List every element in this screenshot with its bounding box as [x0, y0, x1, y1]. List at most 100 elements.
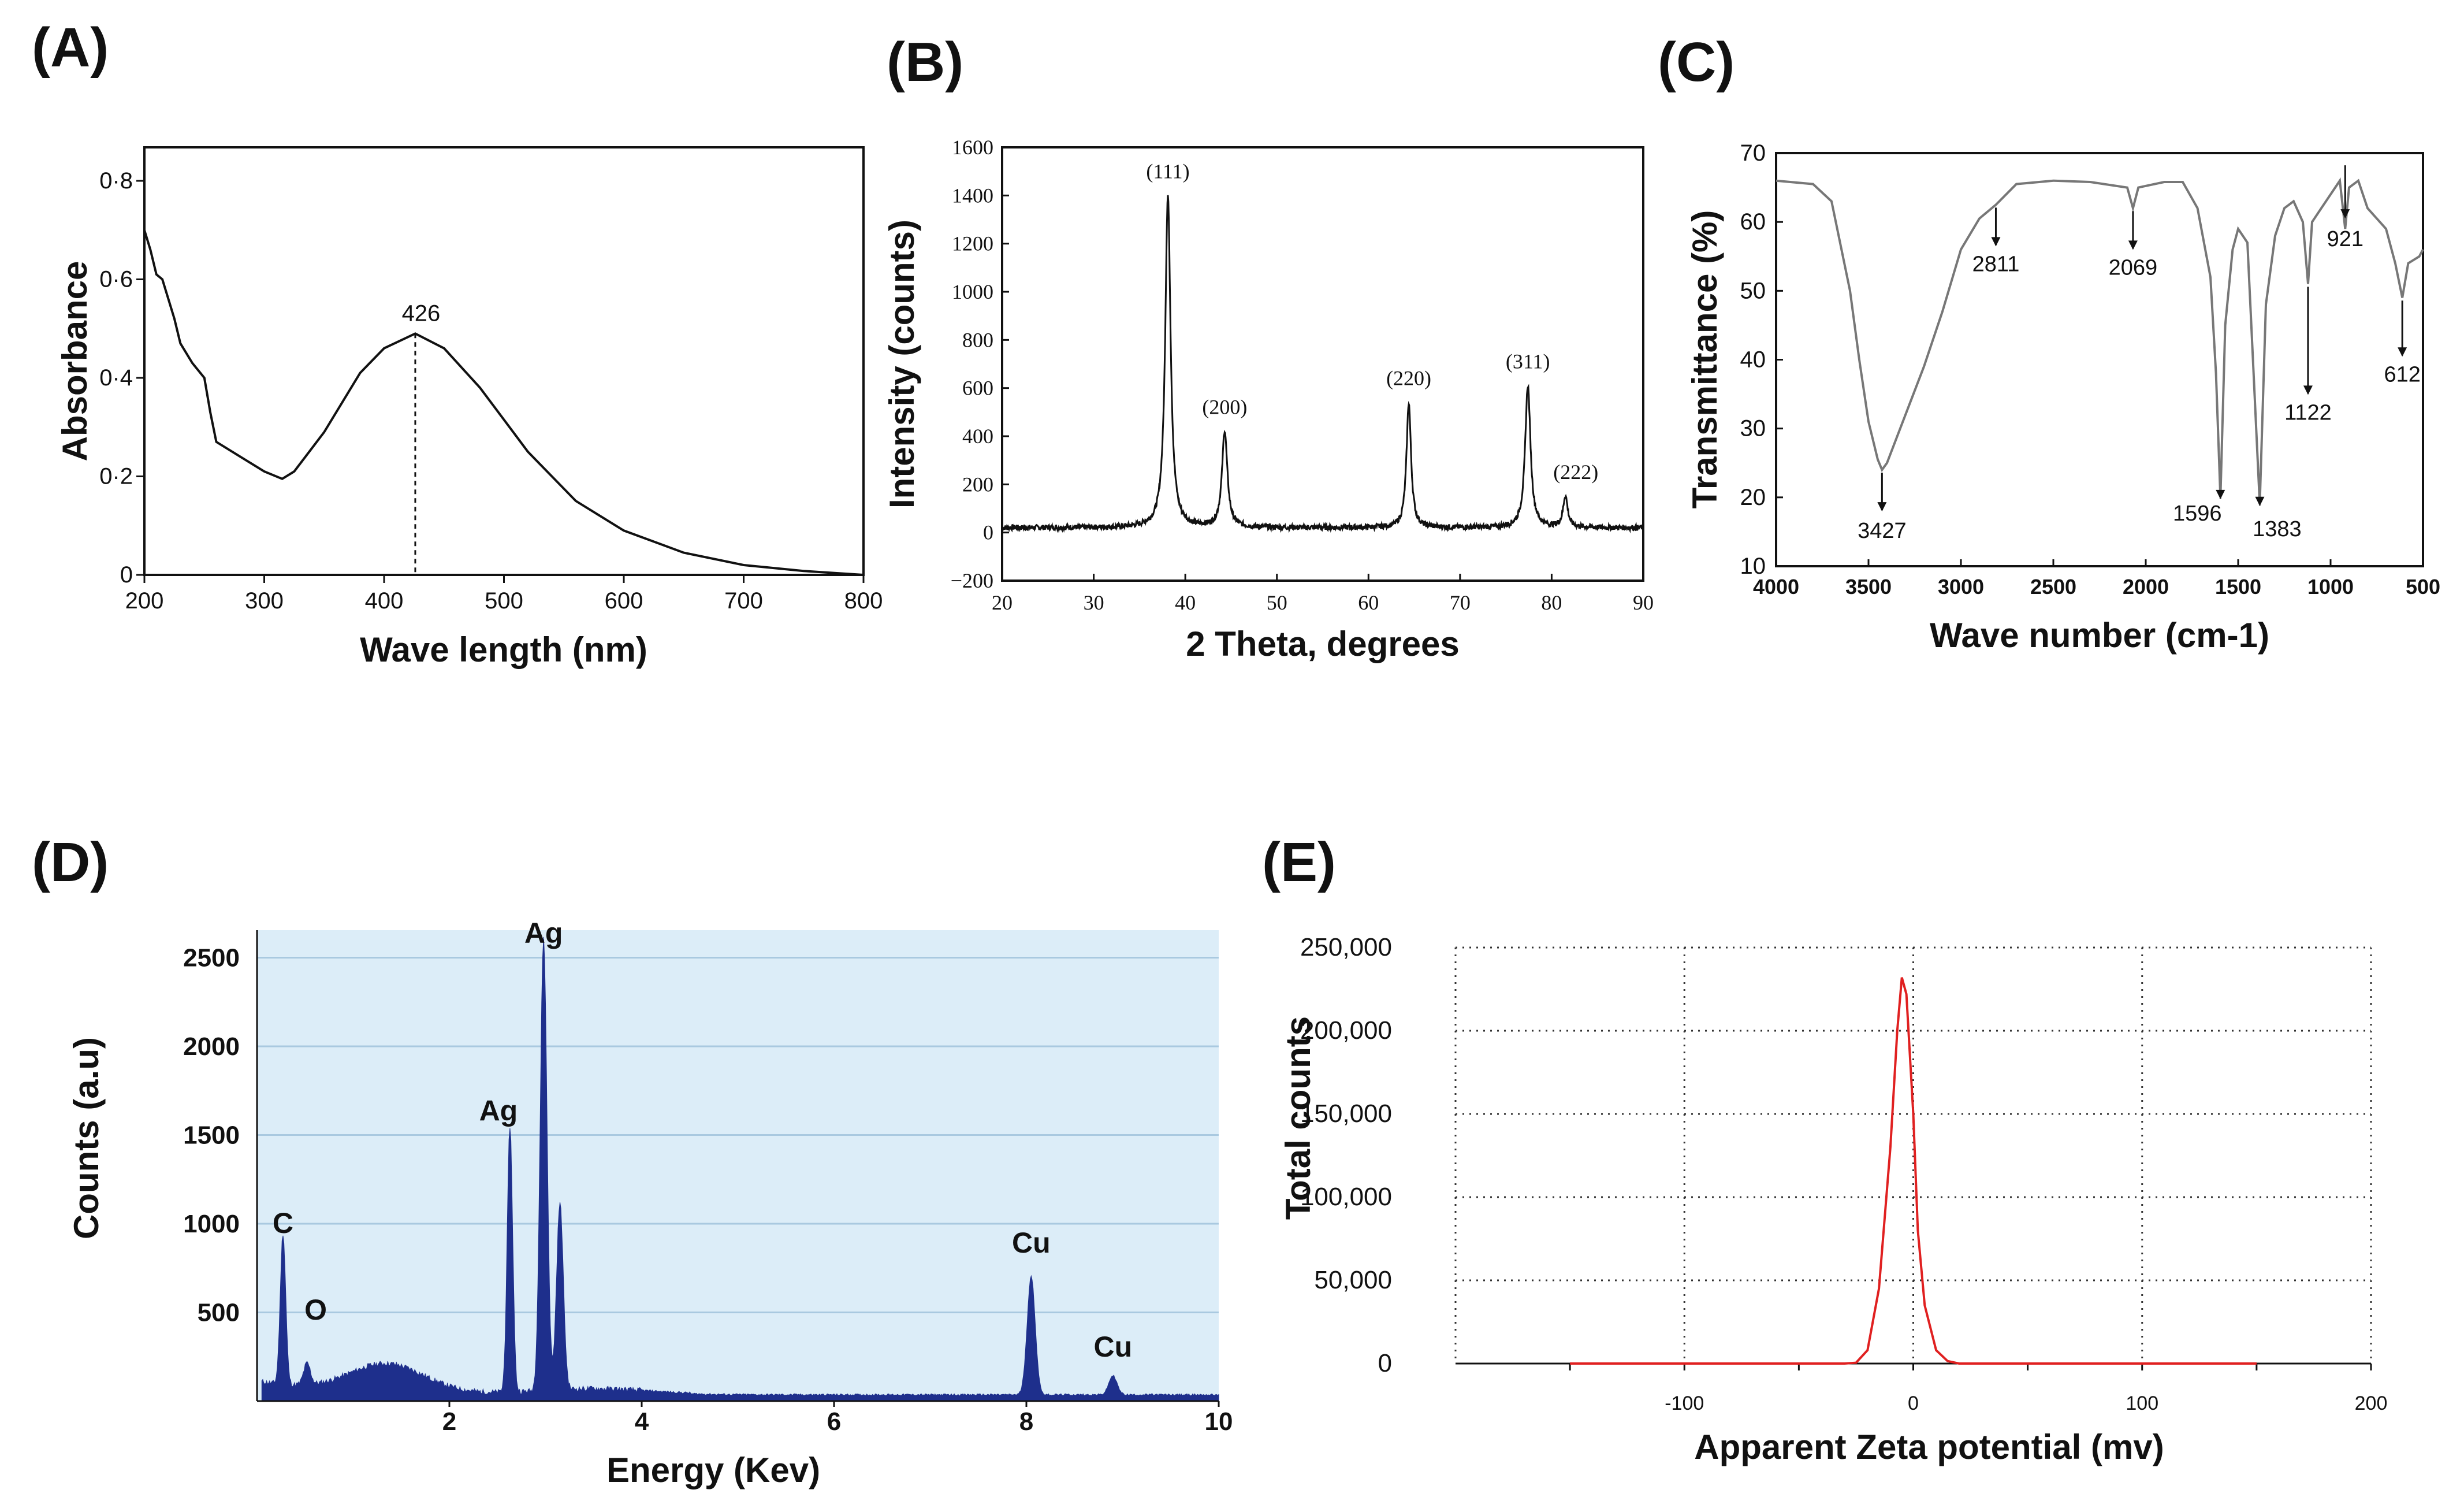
panel-b-plot-frame [1001, 146, 1644, 582]
panel-b-x-tick-label: 30 [1084, 591, 1104, 614]
panel-b-y-tick-label: 0 [983, 521, 993, 544]
panel-c-y-tick-label: 20 [1740, 485, 1766, 510]
panel-c-y-tick-label: 40 [1740, 347, 1766, 373]
panel-a-x-tick-label: 500 [485, 588, 523, 614]
panel-c-annotation-arrow-head [2340, 209, 2350, 219]
panel-b-plot-area: 20 30 40 50 60 70 80 90 −200 0 200 400 600 800 1000 120… [951, 136, 1654, 614]
panel-c-annotation-arrow-head [1877, 502, 1887, 512]
panel-b-y-tick-label: 1200 [952, 232, 993, 255]
panel-a-y-axis-title: Absorbance [55, 261, 94, 462]
panel-b-x-tick-label: 60 [1358, 591, 1379, 614]
panel-d-y-tick-label: 1000 [183, 1210, 240, 1238]
panel-c-x-tick-label: 3500 [1845, 575, 1892, 599]
panel-b-x-tick-label: 20 [992, 591, 1013, 614]
panel-c-x-tick-label: 2000 [2123, 575, 2169, 599]
panel-a-y-tick-label: 0 [120, 562, 133, 588]
panel-d-y-tick-label: 1500 [183, 1121, 240, 1150]
panel-b-y-tick-label: 400 [962, 425, 993, 448]
panel-a-y-tick-label: 0·2 [99, 464, 133, 489]
panel-d-element-label: Ag [479, 1095, 518, 1127]
panel-b-peak-label: (200) [1202, 396, 1247, 419]
panel-e-zeta-distribution-line [1570, 977, 2257, 1365]
panel-d-y-tick-label: 2000 [183, 1032, 240, 1061]
panel-e-label: (E) [1262, 831, 1336, 893]
panel-c-y-tick-label: 50 [1740, 278, 1766, 303]
panel-a-x-tick-label: 700 [724, 588, 763, 614]
panel-b-y-tick-label: 600 [962, 377, 993, 400]
panel-a-x-tick-label: 200 [125, 588, 164, 614]
panel-d-edx-spectrum-area [261, 937, 1219, 1402]
panel-c-label: (C) [1658, 31, 1735, 93]
panel-b-x-tick-label: 80 [1541, 591, 1562, 614]
panel-c-peak-label: 612 [2384, 362, 2420, 387]
panel-c-x-axis-title: Wave number (cm-1) [1930, 616, 2269, 655]
panel-c-x-tick-label: 1500 [2215, 575, 2261, 599]
panel-c-y-axis-title: Transmittance (%) [1685, 210, 1724, 509]
panel-e-x-tick-label: -100 [1665, 1392, 1704, 1414]
panel-c-annotation-arrow-head [2303, 385, 2313, 395]
panel-c-plot-area: 4000 3500 3000 2500 2000 1500 1000 500 10 20 30 40 5… [1740, 140, 2441, 599]
panel-d-plot-background [257, 930, 1219, 1401]
panel-c-x-tick-label: 3000 [1938, 575, 1984, 599]
panel-d-x-tick-label: 8 [1019, 1407, 1033, 1436]
panel-a-label: (A) [32, 17, 109, 79]
panel-e-y-tick-label: 100,000 [1300, 1183, 1392, 1211]
panel-a-plot-frame [143, 146, 865, 576]
panel-b-x-tick-label: 50 [1267, 591, 1287, 614]
panel-d-element-label: Ag [524, 917, 563, 949]
panel-c-peak-label: 2069 [2109, 255, 2158, 280]
panel-c-x-tick-label: 500 [2406, 575, 2440, 599]
panel-d-x-tick-label: 10 [1205, 1407, 1233, 1436]
panel-e-y-tick-label: 150,000 [1300, 1099, 1392, 1128]
panel-b-peak-label: (222) [1553, 460, 1598, 484]
panel-c-y-tick-label: 10 [1740, 554, 1766, 579]
panel-a-plot-area: 200 300 400 500 600 700 800 0 0·2 0·4 0·6 0·8 426 [99, 168, 883, 614]
panel-b-y-tick-label: 1000 [952, 280, 993, 303]
panel-b-peak-label: (220) [1386, 367, 1431, 390]
panel-b-x-tick-label: 70 [1450, 591, 1471, 614]
panel-b-xrd-chart: (B) 20 30 40 50 60 70 80 90 −200 0 200 400 600 800 100… [883, 31, 1654, 663]
panel-d-x-tick-label: 6 [827, 1407, 841, 1436]
panel-e-y-tick-label: 200,000 [1300, 1016, 1392, 1045]
panel-d-x-tick-label: 4 [635, 1407, 649, 1436]
panel-c-peak-label: 921 [2327, 227, 2363, 251]
panel-b-y-tick-label: 200 [962, 473, 993, 496]
panel-a-y-tick-label: 0·8 [99, 168, 133, 194]
panel-b-x-tick-label: 90 [1633, 591, 1654, 614]
panel-b-y-tick-label: 1400 [952, 184, 993, 207]
panel-c-peak-label: 3427 [1858, 519, 1907, 543]
panel-e-plot-area: 0 50,000 100,000 150,000 200,000 250,000 -100 0… [1300, 933, 2387, 1414]
panel-c-transmittance-line [1776, 177, 2424, 504]
panel-b-y-tick-label: 1600 [952, 136, 993, 159]
panel-e-y-axis-title: Total counts [1279, 1016, 1317, 1220]
panel-b-peak-label: (111) [1146, 159, 1189, 183]
panel-a-y-tick-label: 0·6 [99, 267, 133, 292]
panel-d-element-label: Cu [1094, 1331, 1133, 1363]
panel-c-x-tick-label: 1000 [2307, 575, 2354, 599]
panel-e-x-tick-label: 100 [2126, 1392, 2158, 1414]
panel-c-peak-label: 1596 [2173, 502, 2222, 526]
panel-d-y-axis-title: Counts (a.u) [67, 1037, 106, 1239]
panel-e-y-tick-label: 0 [1378, 1349, 1392, 1377]
panel-d-y-tick-label: 500 [198, 1299, 240, 1327]
panel-c-annotation-arrow-head [2398, 347, 2407, 357]
panel-c-peak-label: 1383 [2253, 517, 2302, 541]
panel-e-x-axis-title: Apparent Zeta potential (mv) [1694, 1428, 2164, 1466]
panel-e-y-tick-label: 50,000 [1314, 1266, 1392, 1294]
panel-c-peak-label: 2811 [1972, 252, 2020, 276]
panel-c-x-tick-label: 2500 [2030, 575, 2076, 599]
panel-d-plot-area: 500 1000 1500 2000 2500 2 4 6 8 10 C O Ag Ag Cu Cu [183, 917, 1233, 1436]
panel-b-x-tick-label: 40 [1175, 591, 1196, 614]
panel-d-x-axis-title: Energy (Kev) [606, 1451, 820, 1489]
panel-a-absorbance-line [143, 229, 864, 576]
panel-a-x-tick-label: 600 [605, 588, 643, 614]
panel-b-y-axis-title: Intensity (counts) [883, 220, 921, 508]
panel-c-x-tick-label: 4000 [1753, 575, 1799, 599]
panel-a-y-tick-label: 0·4 [99, 365, 133, 391]
panel-b-peak-label: (311) [1506, 350, 1550, 373]
panel-a-x-tick-label: 300 [245, 588, 284, 614]
panel-c-peak-label: 1122 [2284, 400, 2332, 425]
panel-c-annotation-arrow-head [2128, 240, 2138, 250]
panel-a-peak-label: 426 [402, 300, 441, 326]
panel-a-x-tick-label: 400 [365, 588, 404, 614]
